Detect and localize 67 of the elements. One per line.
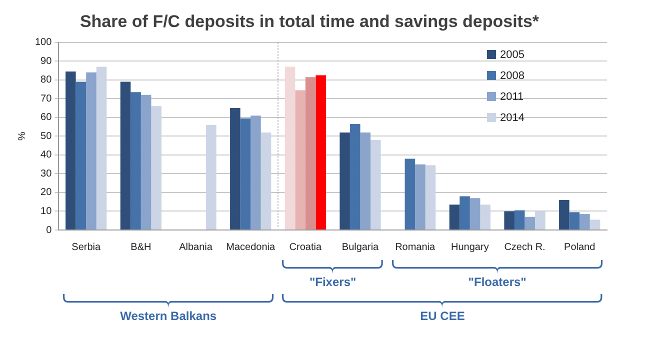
bar xyxy=(230,108,240,230)
text: "Fixers" xyxy=(308,275,358,289)
chart-title: Share of F/C deposits in total time and savings deposits* xyxy=(80,12,540,31)
bar xyxy=(120,82,131,230)
bar xyxy=(480,204,490,230)
bar xyxy=(370,140,381,230)
legend-label: 2011 xyxy=(500,90,524,103)
x-tick-label: Macedonia xyxy=(226,242,276,253)
bar xyxy=(504,211,514,230)
legend-label: 2014 xyxy=(500,112,524,124)
bar xyxy=(295,90,306,230)
legend-label: 2005 xyxy=(500,48,524,61)
bar xyxy=(140,94,152,230)
y-tick-label: 100 xyxy=(34,37,52,48)
bar xyxy=(449,204,460,230)
bar xyxy=(284,66,296,230)
bar xyxy=(559,200,570,230)
y-tick-label: 50 xyxy=(40,130,52,142)
bar xyxy=(340,132,350,230)
bar xyxy=(305,77,316,230)
y-tick-label: 90 xyxy=(40,56,52,67)
y-tick-label: 80 xyxy=(40,74,52,86)
x-tick-label: Albania xyxy=(179,242,213,253)
bar xyxy=(514,210,525,230)
bar xyxy=(316,75,326,230)
bar xyxy=(260,132,272,230)
bar xyxy=(404,158,416,230)
text: "Floaters" xyxy=(467,275,528,289)
bar xyxy=(460,196,470,230)
text: Western Balkans xyxy=(119,309,218,323)
x-tick-label: Romania xyxy=(395,242,436,253)
bar xyxy=(535,211,546,230)
bar xyxy=(130,92,141,230)
y-axis-title: % xyxy=(16,132,28,141)
bar xyxy=(580,214,590,230)
bar xyxy=(350,124,360,230)
bar xyxy=(360,132,371,230)
bar xyxy=(206,124,216,230)
y-tick-label: 10 xyxy=(40,206,52,217)
bar xyxy=(470,198,480,230)
x-tick-label: Serbia xyxy=(72,242,101,253)
bar xyxy=(66,71,76,230)
x-tick-label: B&H xyxy=(130,242,152,253)
bar xyxy=(96,66,107,230)
x-tick-label: Croatia xyxy=(289,242,322,253)
bar xyxy=(425,165,436,230)
y-tick-label: 60 xyxy=(40,112,52,124)
bar xyxy=(415,164,426,230)
bar xyxy=(240,118,251,230)
bar xyxy=(569,212,580,230)
text: EU CEE xyxy=(419,309,466,323)
x-tick-label: Hungary xyxy=(451,242,489,253)
bar xyxy=(590,220,600,230)
y-tick-label: 70 xyxy=(40,93,52,104)
bar xyxy=(151,106,162,230)
y-tick-label: 30 xyxy=(40,168,52,180)
bar xyxy=(86,72,96,230)
y-tick-label: 40 xyxy=(40,150,52,161)
bar xyxy=(250,116,261,230)
legend-label: 2008 xyxy=(500,70,524,82)
x-tick-label: Poland xyxy=(564,242,596,253)
x-tick-label: Czech R. xyxy=(504,242,546,253)
y-tick-label: 20 xyxy=(40,187,52,198)
bar xyxy=(524,216,536,230)
x-tick-label: Bulgaria xyxy=(342,242,380,253)
bar xyxy=(76,82,86,230)
y-tick-label: 0 xyxy=(46,224,52,236)
